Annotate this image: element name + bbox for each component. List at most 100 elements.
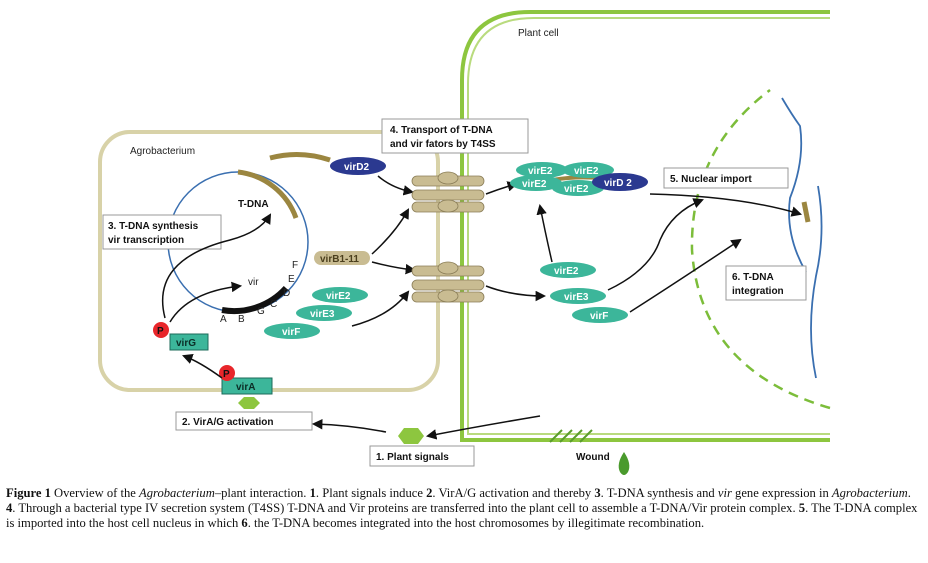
box-integration-line2: integration [732, 286, 784, 297]
caption-step-3: 3 [594, 486, 601, 500]
virf-plant-label: virF [590, 311, 608, 322]
arrow-virg-to-vir [169, 281, 243, 323]
t4ss-top [411, 171, 485, 213]
box-vira-activation-label: 2. VirA/G activation [182, 417, 274, 428]
box-integration [725, 265, 807, 301]
box-tdna-synthesis-line2: vir transcription [108, 235, 184, 246]
caption-text-5: . T-DNA synthesis and [600, 486, 718, 500]
box-plant-signals-label: 1. Plant signals [376, 452, 449, 463]
caption-text-10: . the T-DNA becomes integrated into the … [247, 516, 705, 530]
arrow-complex-to-chromosome [649, 193, 803, 217]
caption-step-1: 1 [309, 486, 316, 500]
arrow-vird2-to-t4ss [377, 175, 415, 196]
vire2-complex-1-label: virE2 [528, 166, 553, 177]
gene-label-b: B [238, 314, 245, 325]
virg-phosphate [153, 322, 169, 338]
chromosome-1 [781, 97, 807, 273]
box-plant-signals [369, 445, 475, 467]
agrobacterium-label: Agrobacterium [130, 146, 195, 157]
vire2-plant-label: virE2 [554, 266, 579, 277]
caption-text-2: –plant interaction. [214, 486, 310, 500]
vird2-plant [592, 173, 648, 191]
arrow-vire2-to-complex [536, 203, 553, 263]
plant-cell-wall-outer [460, 10, 830, 442]
caption-italic-3: Agrobacterium [831, 486, 908, 500]
caption-text-9: . The T-DNA complex is imported into the… [6, 501, 918, 530]
vird2-bacterium-label: virD2 [344, 162, 369, 173]
virg-protein [169, 333, 209, 351]
agrobacterium-diagram: Plant cell Agrobacterium T-DNA vir A B G… [98, 10, 831, 475]
vire2-complex-1 [516, 162, 568, 178]
vire2-complex-2-label: virE2 [574, 166, 599, 177]
virb-protein [314, 251, 370, 265]
caption-text-8: . Through a bacterial type IV secretion … [12, 501, 799, 515]
caption-step-5: 5 [798, 501, 806, 515]
virf-bacterium [264, 323, 320, 339]
vire2-bacterium [312, 287, 368, 303]
virg-phosphate-label: P [157, 326, 164, 337]
box-tdna-synthesis-line1: 3. T-DNA synthesis [108, 221, 199, 232]
vire3-plant [550, 288, 606, 304]
agrobacterium-cell [98, 130, 440, 392]
box-transport-line2: and vir fators by T4SS [390, 139, 496, 150]
chromosome-2 [810, 185, 823, 379]
wound-droplet-icon [618, 452, 630, 475]
vire2-bacterium-label: virE2 [326, 291, 351, 302]
caption-text-4: . VirA/G activation and thereby [432, 486, 595, 500]
box-integration-line1: 6. T-DNA [732, 272, 774, 283]
arrow-effectors-to-t4ss [351, 290, 410, 327]
vira-label: virA [236, 382, 255, 393]
caption-italic-1: Agrobacterium [139, 486, 215, 500]
plant-cell-label: Plant cell [518, 28, 559, 39]
caption-lead: Figure 1 [6, 486, 51, 500]
vir-label: vir [248, 277, 259, 288]
caption-italic-2: vir [717, 486, 732, 500]
virb-label: virB1-11 [320, 254, 359, 265]
gene-label-c: C [270, 299, 277, 310]
integrated-tdna [801, 201, 811, 223]
vire2-complex-3 [510, 175, 562, 191]
vira-phosphate [219, 365, 235, 381]
vire2-plant [540, 262, 596, 278]
vira-signal-hexagon [238, 397, 260, 409]
arrow-virb-to-t4ss-bottom [371, 261, 417, 275]
caption-text-1: Overview of the [50, 486, 140, 500]
t-dna-label: T-DNA [238, 199, 269, 210]
box-nuclear-import [663, 167, 789, 189]
arrow-virb-to-t4ss-top [371, 208, 410, 255]
box-tdna-synthesis [102, 214, 222, 250]
box-transport [381, 118, 529, 154]
caption-text-3: . Plant signals induce [315, 486, 427, 500]
caption-step-2: 2 [426, 486, 433, 500]
vire2-complex-4 [552, 180, 604, 196]
arrow-wound-to-signal [425, 415, 541, 440]
vira-phosphate-label: P [223, 369, 230, 380]
t-dna-region [237, 169, 299, 219]
plant-cell-wall-inner [467, 17, 830, 435]
arrow-virf-to-nucleus [629, 238, 742, 313]
arrow-t4ss-bottom-to-plant [485, 285, 547, 302]
gene-label-g: G [257, 306, 265, 317]
t-dna-strand [269, 152, 331, 163]
arrow-vire3-to-nucleus [607, 198, 704, 291]
vird2-plant-label: virD 2 [604, 178, 632, 189]
vird2-bacterium [330, 157, 386, 175]
vira-protein [221, 377, 273, 395]
arrow-signal-to-activation [311, 418, 387, 433]
box-nuclear-import-label: 5. Nuclear import [670, 174, 752, 185]
virf-bacterium-label: virF [282, 327, 300, 338]
arrow-virg-to-tdna [161, 213, 272, 319]
gene-label-f: F [292, 260, 298, 271]
nucleus-envelope [690, 89, 831, 410]
figure-caption: Figure 1 Overview of the Agrobacterium–p… [6, 486, 922, 531]
vire2-complex-3-label: virE2 [522, 179, 547, 190]
vire3-bacterium [296, 305, 352, 321]
vire2-complex-4-label: virE2 [564, 184, 589, 195]
wound-marks [549, 429, 593, 443]
caption-text-7: . [907, 486, 911, 500]
wound-label: Wound [576, 452, 610, 463]
gene-label-d: D [283, 288, 290, 299]
gene-label-a: A [220, 314, 227, 325]
virg-label: virG [176, 338, 196, 349]
vire3-plant-label: virE3 [564, 292, 589, 303]
